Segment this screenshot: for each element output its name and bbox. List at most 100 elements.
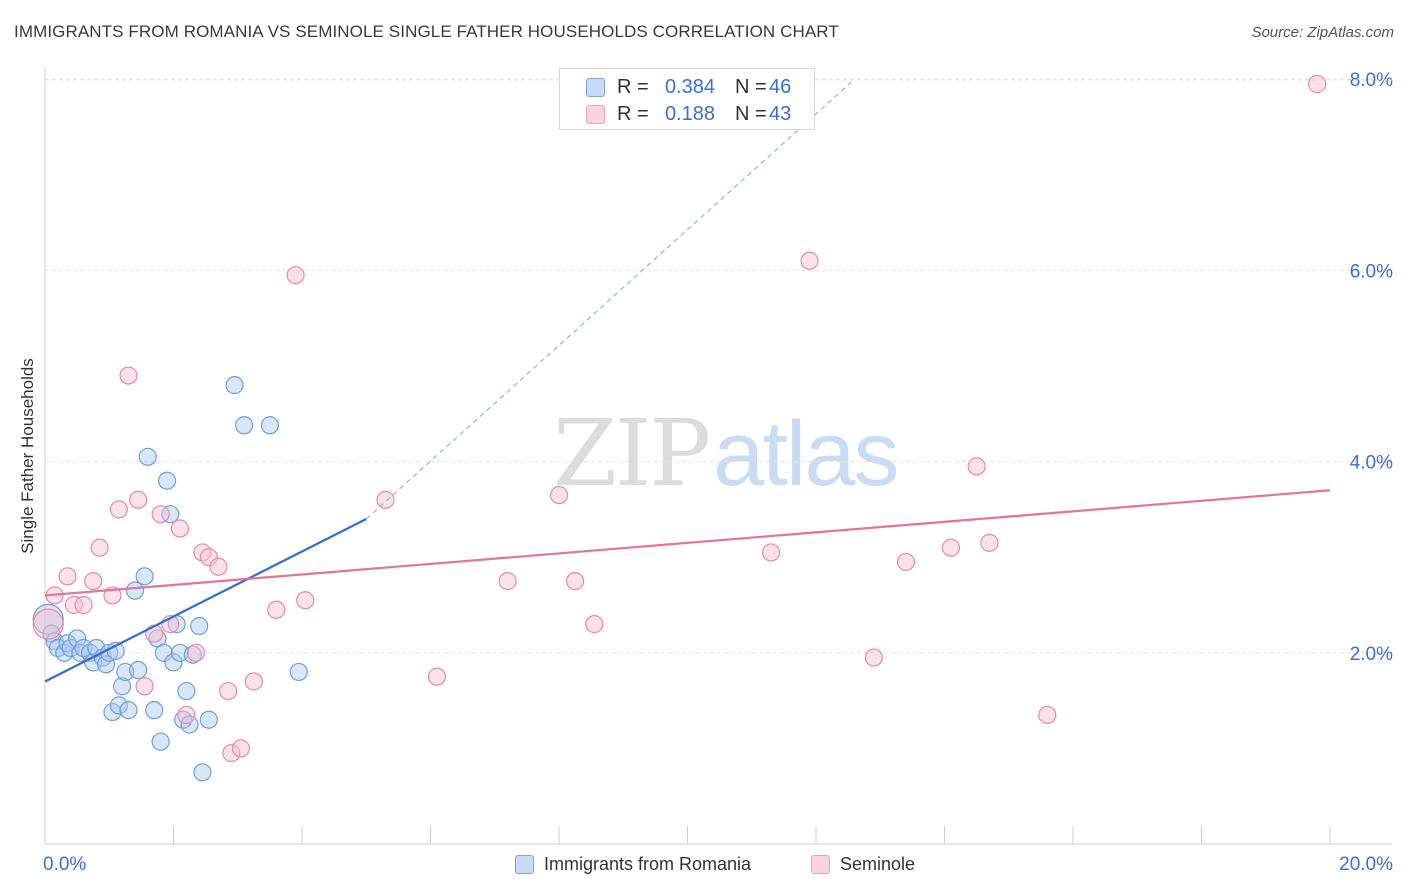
point-seminole — [64, 595, 84, 615]
point-romania — [96, 655, 116, 674]
trendline-romania-extension — [365, 78, 855, 520]
point-romania — [109, 696, 128, 715]
point-romania — [235, 416, 254, 435]
chart-title: IMMIGRANTS FROM ROMANIA VS SEMINOLE SING… — [14, 22, 839, 41]
point-romania — [164, 653, 183, 672]
y-tick-label: 4.0% — [1350, 453, 1393, 474]
y-tick-label: 2.0% — [1350, 644, 1393, 665]
point-romania — [161, 505, 180, 524]
point-seminole — [267, 600, 286, 619]
point-seminole — [74, 595, 93, 615]
point-seminole — [90, 538, 109, 557]
x-tick-label: 20.0% — [1339, 854, 1393, 875]
n-label: N = — [735, 75, 767, 98]
point-seminole — [109, 500, 128, 519]
watermark: ZIPatlas — [553, 400, 900, 507]
point-romania — [129, 660, 148, 680]
r-value-seminole: 0.188 — [664, 102, 715, 125]
bottom-legend-swatch-seminole — [811, 854, 830, 874]
point-seminole — [864, 648, 883, 667]
point-seminole — [231, 739, 251, 758]
bottom-legend-romania: Immigrants from Romania — [515, 852, 751, 876]
point-seminole — [800, 251, 819, 270]
point-romania — [103, 702, 122, 722]
point-seminole — [170, 519, 190, 538]
point-romania — [145, 701, 164, 720]
point-romania — [177, 681, 196, 701]
point-seminole — [32, 608, 64, 640]
point-romania — [112, 677, 132, 696]
point-romania — [135, 567, 154, 586]
point-seminole — [896, 552, 916, 572]
x-tick-label: 0.0% — [43, 854, 86, 875]
point-seminole — [219, 681, 238, 701]
point-seminole — [244, 672, 263, 691]
point-seminole — [498, 571, 517, 591]
point-romania — [119, 701, 138, 720]
point-seminole — [296, 591, 315, 610]
n-label: N = — [735, 102, 767, 125]
point-romania — [68, 629, 87, 648]
point-seminole — [565, 571, 585, 591]
legend-row-romania: R = 0.384 N = 46 — [586, 75, 791, 99]
point-seminole — [585, 615, 604, 634]
bottom-legend-label-romania: Immigrants from Romania — [544, 853, 752, 874]
r-label: R = — [617, 75, 649, 98]
point-seminole — [941, 538, 961, 557]
point-romania — [157, 471, 177, 490]
point-romania — [154, 643, 173, 662]
watermark-zip: ZIP — [553, 400, 711, 507]
n-value-romania: 46 — [769, 75, 792, 98]
point-seminole — [1308, 74, 1327, 94]
point-romania — [193, 763, 212, 782]
point-seminole — [177, 705, 196, 725]
point-seminole — [761, 543, 781, 562]
point-seminole — [151, 505, 170, 524]
point-seminole — [549, 485, 569, 505]
point-seminole — [145, 624, 164, 643]
point-romania — [125, 581, 145, 600]
bottom-legend-seminole: Seminole — [811, 852, 915, 876]
point-romania — [190, 616, 209, 636]
point-seminole — [967, 457, 986, 476]
point-seminole — [209, 557, 228, 576]
point-seminole — [376, 490, 395, 509]
source-credit: Source: ZipAtlas.com — [1251, 24, 1394, 41]
r-value-romania: 0.384 — [664, 75, 715, 98]
y-axis-label: Single Father Households — [18, 358, 37, 554]
point-romania — [183, 645, 202, 664]
bottom-legend-label-seminole: Seminole — [840, 853, 916, 874]
r-label: R = — [617, 102, 649, 125]
point-seminole — [1038, 705, 1057, 725]
point-seminole — [980, 533, 999, 552]
point-romania — [61, 638, 80, 658]
point-seminole — [119, 366, 138, 385]
point-seminole — [84, 571, 103, 591]
y-tick-label: 6.0% — [1350, 261, 1393, 282]
legend-swatch-seminole — [586, 104, 605, 124]
point-seminole — [427, 667, 447, 686]
point-seminole — [58, 567, 77, 586]
trendline-seminole — [44, 489, 1331, 597]
n-value-seminole: 43 — [769, 102, 792, 125]
point-seminole — [199, 548, 218, 567]
point-seminole — [286, 266, 305, 285]
stats-legend: R = 0.384 N = 46 R = 0.188 N = 43 — [559, 68, 815, 130]
point-seminole — [186, 643, 206, 662]
watermark-atlas: atlas — [713, 403, 899, 505]
point-romania — [260, 416, 279, 435]
point-romania — [151, 732, 170, 751]
trendline-romania — [44, 517, 367, 683]
point-romania — [289, 662, 308, 682]
legend-row-seminole: R = 0.188 N = 43 — [586, 102, 791, 126]
point-romania — [225, 376, 244, 395]
point-seminole — [135, 677, 154, 696]
point-seminole — [222, 744, 241, 763]
point-seminole — [129, 490, 148, 509]
point-romania — [199, 710, 218, 729]
point-romania — [138, 447, 157, 466]
y-tick-label: 8.0% — [1350, 70, 1393, 91]
legend-swatch-romania — [586, 77, 605, 97]
bottom-legend-swatch-romania — [515, 854, 534, 874]
